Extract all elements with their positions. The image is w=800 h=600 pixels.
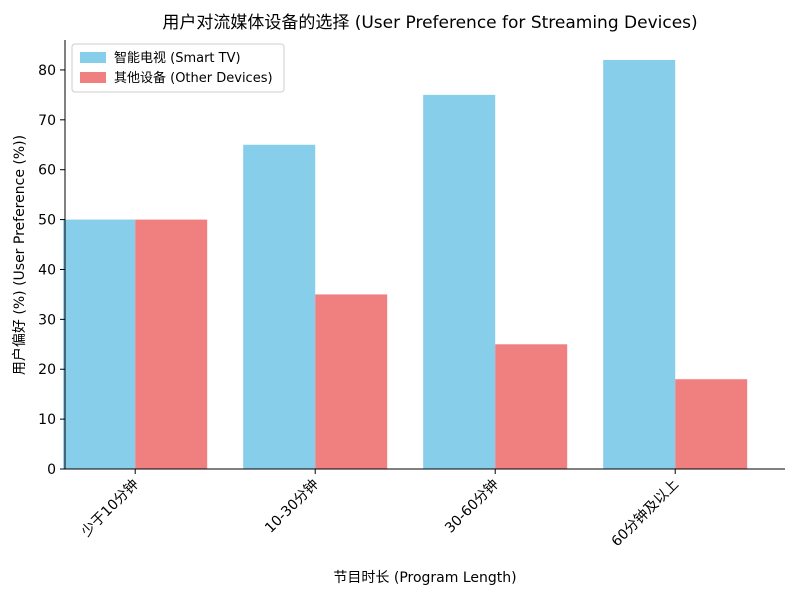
y-tick-label-0: 0 (47, 462, 56, 478)
y-tick-label-30: 30 (38, 312, 56, 328)
legend-swatch-smart-tv (80, 52, 106, 63)
legend: 智能电视 (Smart TV) 其他设备 (Other Devices) (71, 43, 285, 93)
bar-smart-tv-1 (243, 144, 316, 469)
y-tick-label-60: 60 (38, 163, 56, 179)
y-axis-label: 用户偏好 (%) (User Preference (%)) (11, 135, 28, 375)
x-tick-label-2: 30-60分钟 (441, 476, 502, 537)
bars-layer (63, 59, 748, 470)
bar-other-devices-3 (675, 379, 748, 469)
legend-label-other-devices: 其他设备 (Other Devices) (114, 70, 273, 86)
y-tick-label-80: 80 (38, 63, 56, 79)
legend-label-smart-tv: 智能电视 (Smart TV) (114, 51, 241, 66)
y-tick-label-70: 70 (38, 113, 56, 129)
bar-other-devices-0 (135, 219, 208, 469)
bar-smart-tv-0 (63, 219, 136, 469)
chart-title: 用户对流媒体设备的选择 (User Preference for Streami… (162, 13, 697, 33)
y-tick-label-40: 40 (38, 262, 56, 278)
bar-other-devices-1 (315, 294, 388, 469)
legend-box (71, 43, 285, 93)
bar-smart-tv-3 (603, 59, 676, 469)
x-tick-label-1: 10-30分钟 (261, 476, 322, 537)
x-tick-label-3: 60分钟及以上 (608, 476, 682, 550)
y-tick-label-10: 10 (38, 412, 56, 428)
bar-smart-tv-2 (423, 94, 496, 470)
y-tick-label-20: 20 (38, 362, 56, 378)
x-tick-label-0: 少于10分钟 (78, 476, 142, 540)
legend-swatch-other-devices (80, 72, 106, 83)
y-ticks: 0 10 20 30 40 50 60 70 80 (38, 63, 65, 478)
bar-other-devices-2 (495, 344, 568, 469)
x-axis-label: 节目时长 (Program Length) (333, 570, 516, 586)
y-tick-label-50: 50 (38, 213, 56, 229)
x-ticks: 少于10分钟 10-30分钟 30-60分钟 60分钟及以上 (78, 469, 682, 550)
